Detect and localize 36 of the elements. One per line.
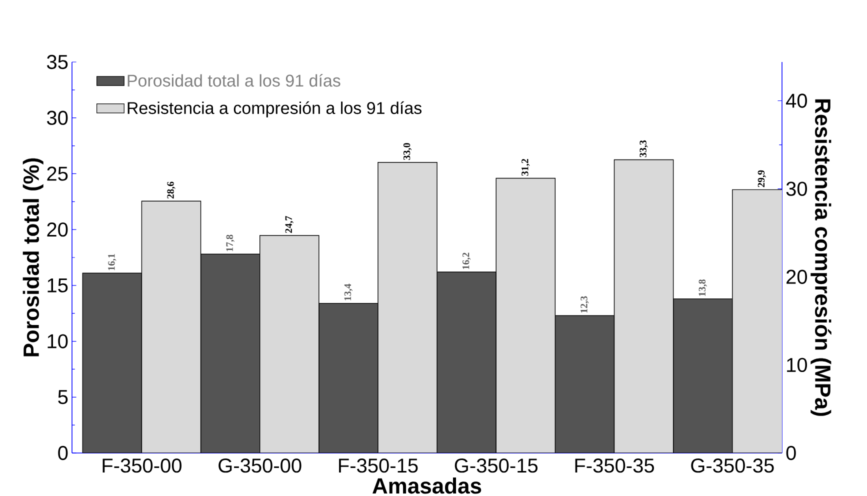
y-tick-label: 25	[47, 166, 68, 181]
data-label: 33,3	[640, 140, 648, 158]
x-tick-label: F-350-35	[575, 458, 654, 473]
y-tick-label: 30	[46, 110, 68, 125]
y-tick-label: 0	[58, 446, 68, 460]
data-label: 24,7	[285, 216, 294, 233]
data-label: 31,2	[522, 158, 530, 176]
x-axis-title: Amasadas	[372, 478, 482, 494]
y-tick-label: 10	[48, 334, 68, 348]
y2-tick-label: 10	[787, 358, 807, 372]
y-tick-label: 35	[46, 54, 68, 70]
data-label: 29,9	[758, 170, 766, 188]
x-tick-label: G-350-00	[218, 458, 302, 473]
data-label: 28,6	[167, 182, 176, 199]
data-label: 13,4	[344, 284, 353, 300]
x-tick-label: G-350-35	[691, 458, 774, 473]
y-axis-title: Porosidad total (%)	[22, 158, 44, 356]
x-tick-label: G-350-15	[454, 458, 538, 473]
legend-label: Resistencia a compresión a los 91 días	[128, 101, 422, 118]
y2-tick-label: 40	[786, 94, 807, 108]
y-tick-label: 5	[58, 390, 68, 404]
y2-tick-label: 20	[786, 270, 807, 284]
y2-tick-label: 30	[786, 182, 807, 196]
data-label: 17,8	[226, 234, 234, 252]
data-label: 12,3	[580, 296, 589, 313]
data-label: 33,0	[403, 143, 412, 160]
legend-label: Porosidad total a los 91 días	[128, 74, 340, 87]
data-label: 13,8	[698, 279, 707, 296]
data-label: 16,2	[462, 252, 471, 270]
y2-tick-label: 0	[786, 446, 796, 460]
y2-axis-title: Resistencia compresión (MPa)	[810, 99, 832, 416]
x-tick-label: F-350-00	[102, 458, 182, 473]
data-label: 16,1	[108, 254, 116, 270]
y-tick-label: 20	[47, 222, 68, 237]
x-tick-label: F-350-15	[339, 458, 418, 473]
y-tick-label: 15	[48, 278, 68, 292]
